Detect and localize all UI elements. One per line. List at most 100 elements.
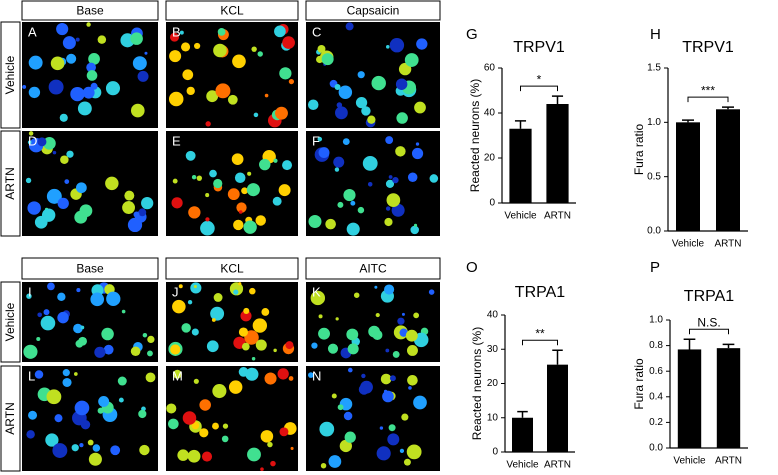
- cell: [232, 54, 246, 69]
- cell: [200, 220, 215, 236]
- cell: [37, 312, 43, 318]
- cell: [272, 196, 282, 206]
- cell: [401, 312, 405, 316]
- cell: [367, 182, 373, 187]
- y-tick-label: 0.5: [647, 171, 661, 182]
- cell: [188, 206, 201, 219]
- cell: [121, 309, 126, 314]
- cell: [282, 36, 295, 49]
- cell: [75, 339, 84, 348]
- cell: [385, 348, 390, 353]
- bar: [716, 348, 741, 448]
- cell: [168, 418, 179, 430]
- column-header: KCL: [220, 262, 244, 276]
- y-tick-label: 0.8: [649, 340, 663, 351]
- cell: [343, 411, 353, 421]
- cell: [27, 140, 32, 145]
- cell: [392, 176, 399, 184]
- cell: [277, 368, 289, 380]
- cell: [213, 43, 227, 58]
- condition-label: ARTN: [3, 167, 17, 199]
- cell: [57, 292, 66, 302]
- cell: [353, 292, 360, 298]
- cell: [187, 300, 193, 305]
- cell: [337, 201, 344, 208]
- panel-letter: C: [312, 24, 321, 39]
- cell: [57, 311, 69, 324]
- cell: [179, 30, 184, 35]
- cell: [274, 25, 286, 38]
- cell: [80, 325, 85, 330]
- cell: [28, 86, 41, 99]
- cell: [318, 147, 330, 159]
- cell: [413, 395, 427, 410]
- cell: [52, 150, 57, 155]
- cell: [86, 70, 98, 81]
- cell: [380, 373, 392, 385]
- cell: [177, 449, 189, 461]
- cell: [327, 343, 339, 354]
- column-header-box: [165, 257, 299, 280]
- cell: [60, 155, 69, 164]
- cell: [249, 287, 256, 295]
- cell: [185, 150, 196, 161]
- cell: [46, 188, 62, 204]
- cell: [97, 35, 107, 44]
- y-tick-label: 0.4: [649, 391, 663, 402]
- condition-box: [0, 281, 21, 363]
- cell: [144, 51, 148, 55]
- cell: [344, 431, 356, 443]
- x-tick-label: ARTN: [544, 460, 571, 471]
- cell: [264, 372, 277, 385]
- y-tick-label: 30: [487, 344, 499, 355]
- cell: [124, 190, 135, 201]
- cell: [371, 75, 386, 91]
- x-tick-label: ARTN: [544, 211, 571, 222]
- column-header: AITC: [359, 262, 387, 276]
- cell: [52, 443, 68, 458]
- panel-letter: B: [172, 24, 181, 39]
- cell: [310, 290, 326, 306]
- chart-title: TRPA1: [684, 288, 734, 305]
- cell: [273, 348, 277, 353]
- x-tick-label: Vehicle: [504, 211, 537, 222]
- cell: [388, 175, 393, 179]
- cell: [170, 344, 181, 355]
- cell: [212, 384, 227, 399]
- cell: [408, 386, 412, 390]
- cell: [172, 299, 186, 314]
- cell: [367, 115, 376, 124]
- chart-title: TRPA1: [515, 284, 565, 301]
- error-bar: [683, 338, 696, 350]
- cell: [347, 343, 359, 355]
- cell: [205, 217, 210, 222]
- cell: [255, 339, 267, 351]
- cell: [407, 172, 418, 183]
- cell: [194, 42, 201, 50]
- cell: [410, 225, 419, 235]
- x-tick-label: Vehicle: [673, 456, 706, 467]
- condition-box: [0, 21, 21, 129]
- cell: [217, 28, 226, 36]
- cell: [318, 314, 323, 319]
- panel-letter: M: [172, 368, 183, 383]
- cell: [361, 373, 366, 379]
- cell: [75, 182, 87, 194]
- cell: [257, 51, 263, 57]
- cell: [171, 197, 183, 209]
- cell: [255, 215, 266, 226]
- cell: [62, 36, 76, 50]
- y-tick-label: 40: [487, 310, 499, 321]
- cell: [233, 219, 244, 231]
- cell: [279, 67, 292, 80]
- cell: [66, 150, 74, 158]
- error-bar: [722, 343, 735, 349]
- cell: [76, 288, 81, 293]
- y-tick-label: 40: [484, 108, 496, 119]
- column-header-box: [305, 257, 441, 280]
- cell: [36, 337, 41, 342]
- cell: [247, 171, 252, 176]
- cell: [28, 55, 43, 70]
- significance-bracket: [687, 96, 729, 103]
